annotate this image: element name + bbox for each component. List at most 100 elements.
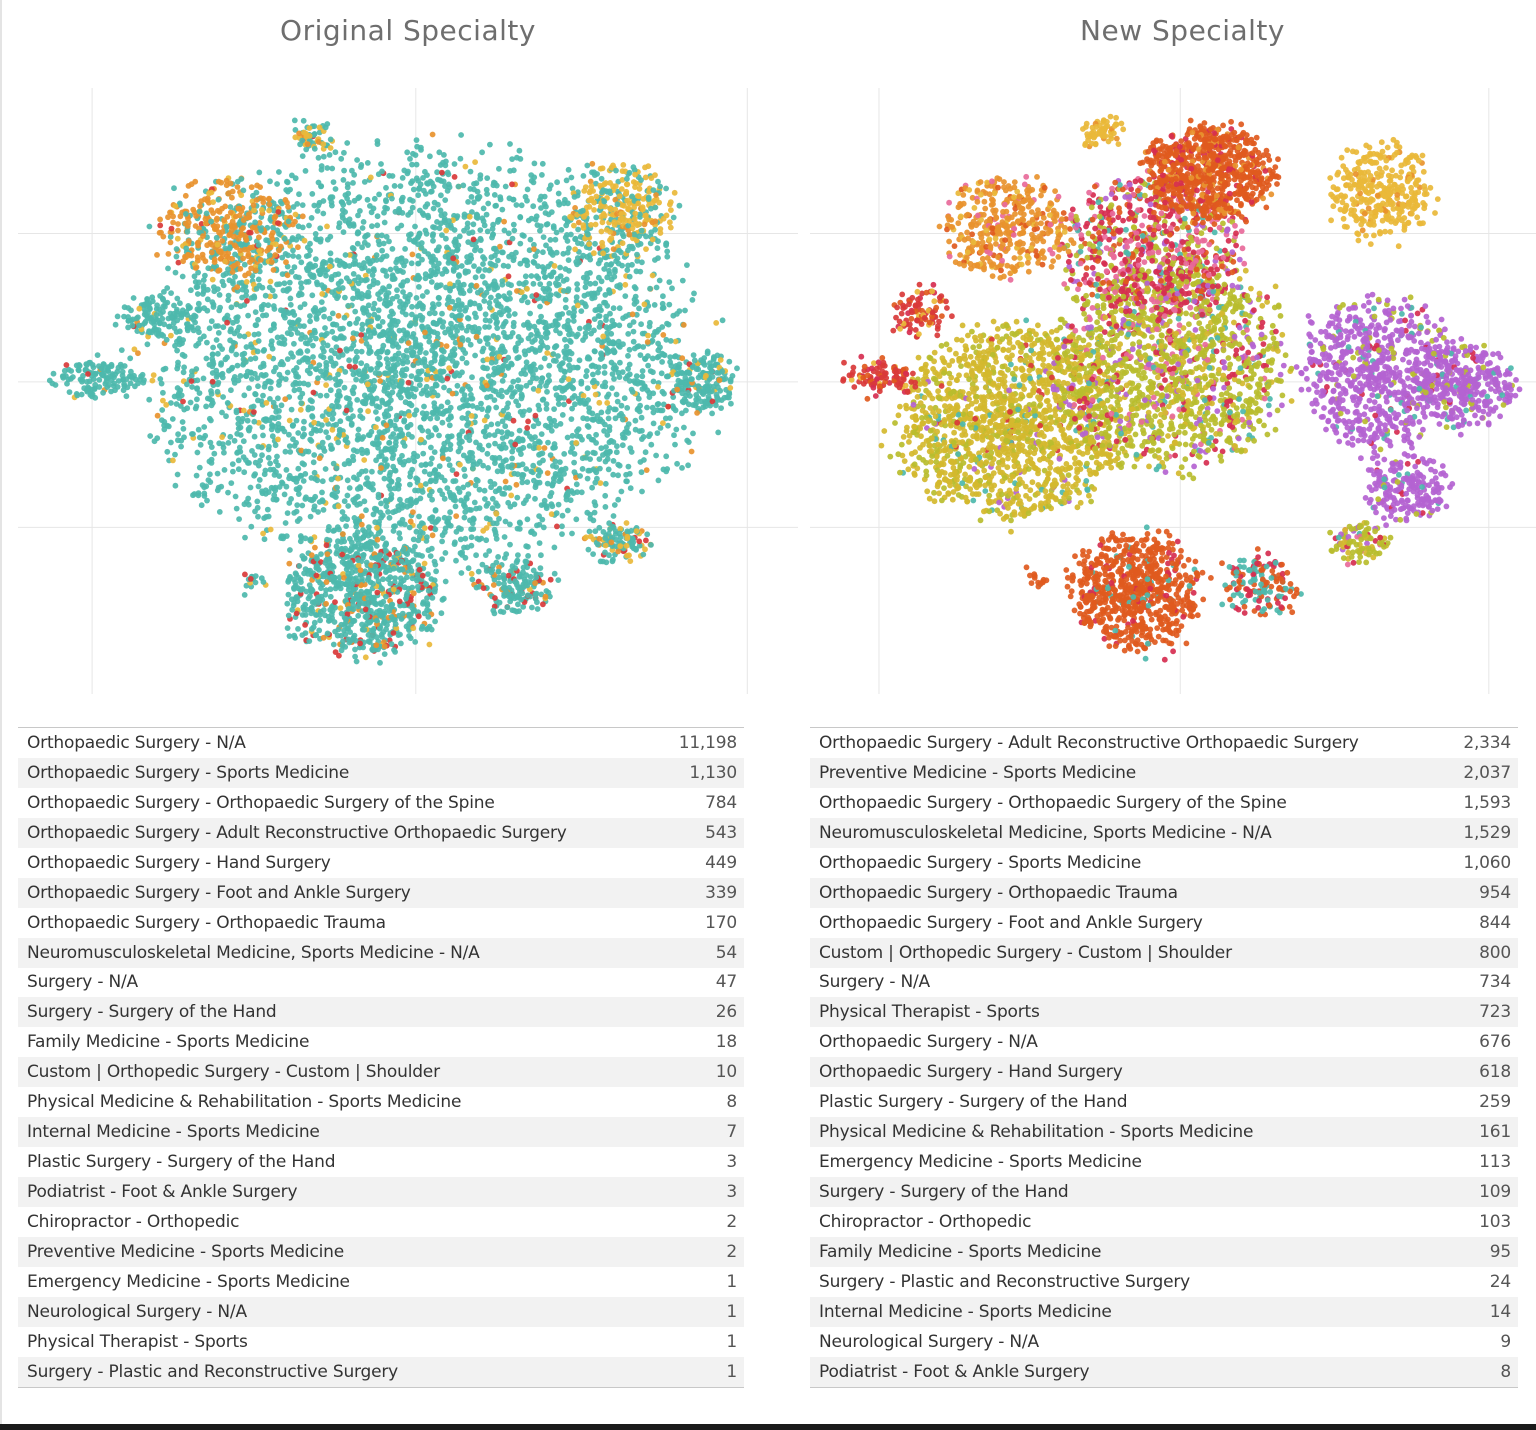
scatter-point: [341, 384, 348, 391]
scatter-point: [477, 227, 484, 234]
scatter-point: [606, 287, 613, 294]
scatter-point: [356, 371, 363, 378]
scatter-point: [460, 403, 466, 410]
scatter-point: [439, 324, 446, 330]
scatter-point: [438, 192, 444, 199]
scatter-point: [190, 492, 196, 499]
scatter-points[interactable]: [46, 117, 740, 666]
scatter-point: [610, 471, 617, 478]
scatter-point: [370, 305, 377, 312]
scatter-point: [167, 233, 174, 240]
scatter-point: [389, 173, 396, 179]
scatter-point: [461, 211, 468, 218]
scatter-point: [408, 345, 415, 351]
scatter-point: [629, 261, 635, 268]
scatter-point: [619, 231, 626, 238]
scatter-point: [496, 293, 502, 300]
scatter-point: [342, 436, 349, 443]
scatter-point: [569, 384, 576, 391]
scatter-point: [399, 198, 405, 205]
scatter-point: [250, 192, 256, 199]
scatter-point: [562, 304, 569, 311]
scatter-point: [330, 179, 337, 185]
scatter-point: [391, 523, 397, 530]
scatter-point: [313, 316, 320, 322]
scatter-point: [606, 325, 612, 332]
scatter-point: [276, 340, 283, 346]
scatter-point: [269, 236, 276, 242]
scatter-point: [260, 301, 267, 308]
scatter-point: [190, 206, 197, 213]
scatter-point: [301, 380, 307, 387]
scatter-point: [354, 476, 360, 483]
scatter-point: [519, 412, 526, 418]
scatter-point: [400, 289, 406, 295]
scatter-point: [517, 386, 523, 393]
scatter-point: [558, 227, 565, 233]
scatter-point: [669, 285, 675, 292]
scatter-point: [559, 388, 566, 394]
scatter-point: [147, 433, 154, 439]
scatter-point: [322, 370, 329, 377]
scatter-point: [581, 292, 588, 299]
scatter-point: [538, 334, 545, 341]
scatter-point: [583, 368, 590, 374]
scatter-point: [407, 196, 413, 203]
scatter-point: [339, 509, 346, 515]
scatter-point: [182, 211, 189, 217]
scatter-point: [233, 315, 240, 321]
scatter-point: [665, 403, 672, 410]
scatter-point: [494, 468, 501, 475]
scatter-point: [441, 514, 448, 521]
scatter-point: [536, 540, 543, 546]
scatter-point: [523, 466, 530, 472]
scatter-point: [479, 384, 485, 391]
scatter-point: [358, 446, 365, 453]
scatter-point: [508, 492, 515, 499]
scatter-point: [240, 217, 247, 224]
scatter-point: [500, 329, 507, 336]
scatter-point: [293, 479, 300, 485]
scatter-point: [518, 202, 525, 209]
scatter-point: [403, 311, 409, 318]
chart-title-new-specialty: New Specialty: [1080, 14, 1285, 47]
scatter-point: [418, 240, 425, 246]
scatter-plot-original[interactable]: [18, 88, 798, 694]
scatter-point: [488, 359, 495, 366]
scatter-point: [288, 331, 294, 338]
scatter-point: [493, 298, 499, 304]
scatter-point: [422, 168, 428, 175]
scatter-point: [328, 199, 335, 206]
scatter-point: [547, 250, 554, 256]
scatter-point: [383, 253, 390, 259]
scatter-point: [352, 308, 359, 315]
scatter-point: [659, 359, 665, 365]
scatter-point: [570, 364, 577, 371]
scatter-point: [631, 301, 638, 307]
scatter-point: [527, 310, 533, 317]
scatter-point: [383, 503, 390, 510]
scatter-point: [267, 526, 274, 533]
scatter-point: [245, 312, 252, 319]
scatter-point: [254, 375, 261, 382]
scatter-point: [383, 541, 389, 548]
scatter-point: [327, 257, 334, 264]
scatter-point: [423, 230, 430, 237]
scatter-point: [426, 310, 433, 317]
scatter-point: [310, 389, 317, 396]
scatter-point: [636, 185, 643, 192]
scatter-point: [258, 226, 264, 233]
scatter-point: [374, 315, 381, 322]
scatter-point: [224, 253, 230, 260]
scatter-point: [569, 432, 576, 439]
scatter-point: [642, 356, 649, 362]
scatter-point: [251, 409, 257, 415]
scatter-point: [467, 168, 474, 175]
scatter-point: [568, 174, 575, 181]
scatter-svg-original[interactable]: [18, 88, 798, 694]
scatter-point: [241, 350, 248, 357]
scatter-point: [220, 272, 227, 279]
scatter-point: [476, 305, 483, 312]
scatter-point: [515, 402, 522, 409]
scatter-point: [479, 273, 486, 280]
